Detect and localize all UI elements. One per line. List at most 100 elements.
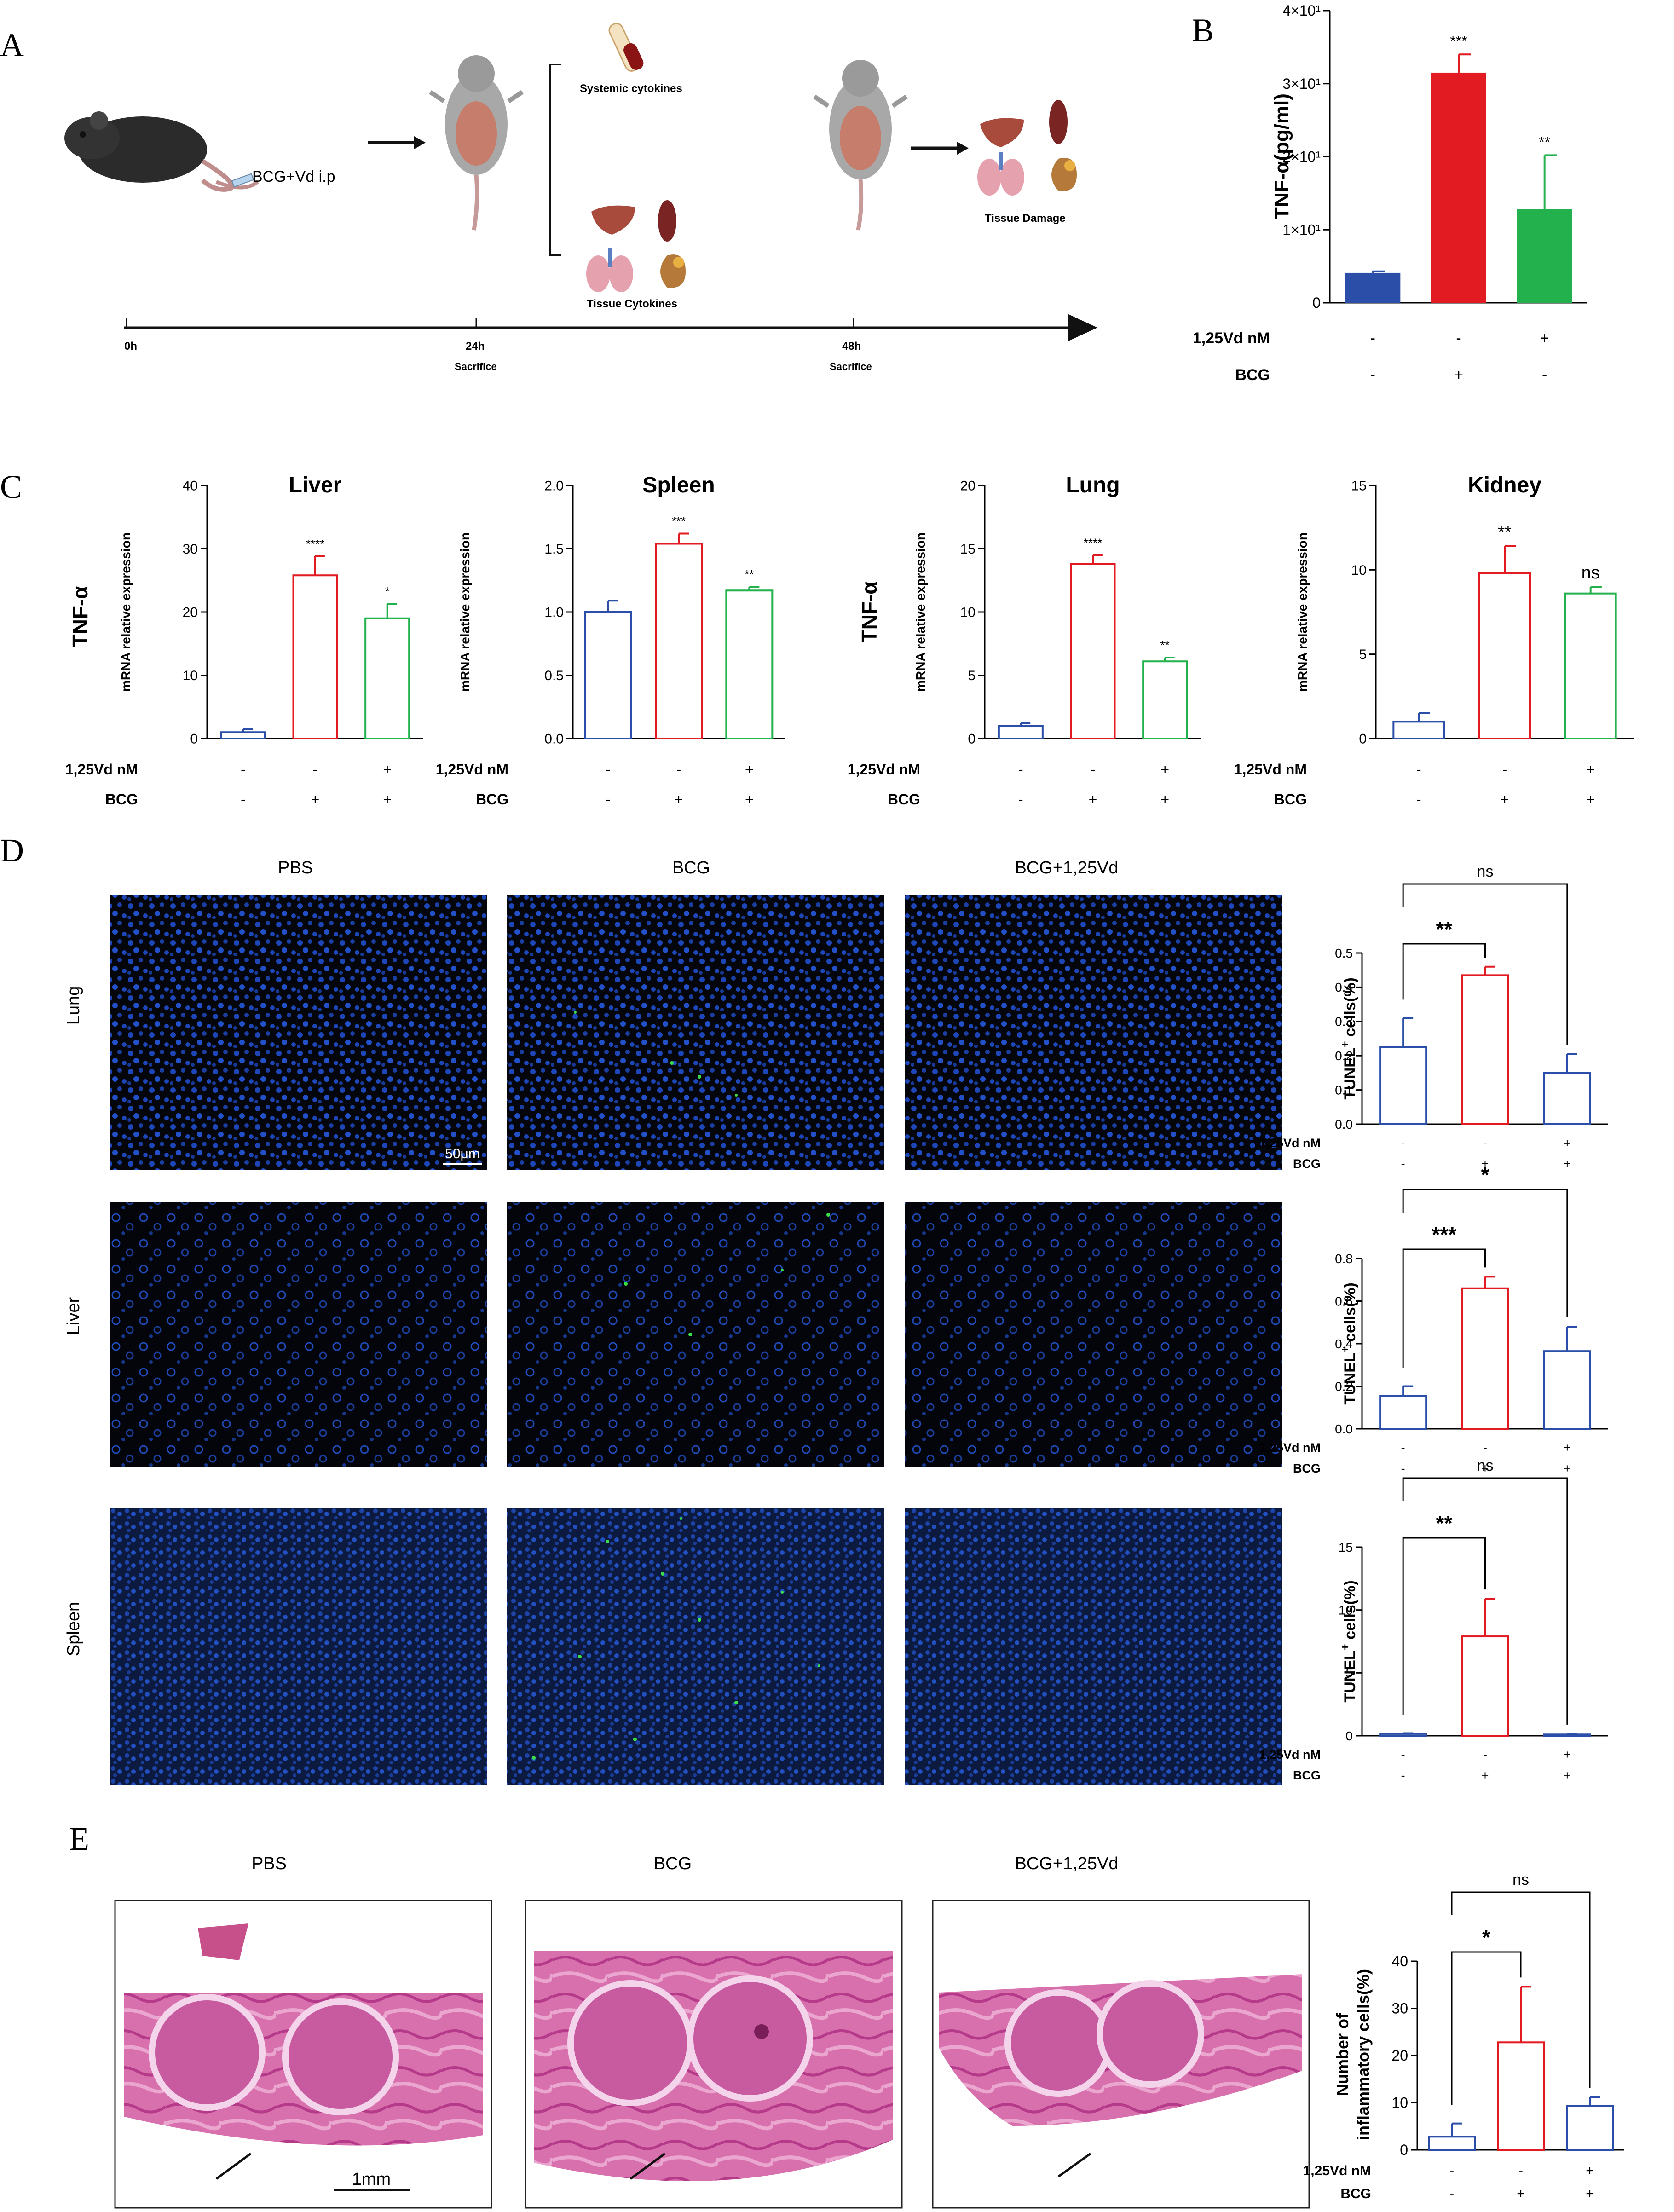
y-tick-label: 10 xyxy=(183,668,198,683)
condition-sign: + xyxy=(1517,2186,1525,2201)
y-tick-label: 0 xyxy=(1400,2142,1408,2158)
c-y-axis-label: mRNA relative expression xyxy=(913,532,928,692)
condition-row-label: BCG xyxy=(105,791,138,808)
bar xyxy=(364,617,410,739)
condition-sign: - xyxy=(1483,1748,1487,1762)
bar xyxy=(1379,1395,1427,1430)
condition-sign: - xyxy=(241,761,246,778)
y-tick-label: 0.5 xyxy=(544,668,564,683)
condition-row-label: BCG xyxy=(1235,366,1270,384)
condition-sign: + xyxy=(1586,2186,1594,2201)
bar xyxy=(1497,2041,1545,2151)
significance-bracket xyxy=(1451,1891,1591,2088)
condition-row-label: BCG xyxy=(1293,1461,1321,1475)
bracket-label: ** xyxy=(1436,917,1452,941)
condition-sign: - xyxy=(1091,761,1096,778)
chart-d-spleen: 0 5 10 15 ** ns 1,25Vd nM - - + BCG - + + TUNEL+ cells… xyxy=(1259,1457,1608,1782)
dissected-mouse-icon xyxy=(813,60,908,231)
bar xyxy=(1543,1350,1591,1430)
d-col-bcg-vd: BCG+1,25Vd xyxy=(1015,858,1119,878)
bar xyxy=(292,574,338,739)
d-y-axis-label: TUNEL+ cells(%) xyxy=(1339,1580,1359,1702)
micrograph-spleen-bcg xyxy=(507,1508,884,1785)
condition-sign: + xyxy=(1564,1768,1571,1782)
significance-label: ** xyxy=(1498,523,1512,542)
bar xyxy=(1478,572,1531,739)
chart-d-lung: 0.0 0.1 0.2 0.3 0.4 0.5 ** ns 1,25Vd nM - - + BCG - + +… xyxy=(1259,863,1608,1171)
e-col-bcg-vd: BCG+1,25Vd xyxy=(1015,1854,1119,1873)
micrograph-spleen-bcg-vd xyxy=(905,1508,1282,1785)
bar xyxy=(1070,563,1116,739)
bar xyxy=(1517,209,1572,303)
he-image-grid: 1mm xyxy=(114,1900,1310,2209)
condition-sign: - xyxy=(1018,761,1023,778)
condition-sign: + xyxy=(1564,1136,1571,1150)
chart-title: Lung xyxy=(1066,473,1120,497)
e-y-axis-label-line1: Number of xyxy=(1333,2013,1352,2096)
condition-sign: + xyxy=(745,761,754,778)
significance-bracket xyxy=(1402,1537,1486,1715)
y-tick-label: 0.4 xyxy=(1335,1337,1353,1351)
bracket-label: *** xyxy=(1432,1223,1456,1247)
condition-row-label: BCG xyxy=(1293,1157,1321,1171)
bar xyxy=(725,589,774,739)
y-tick-label: 15 xyxy=(960,542,976,557)
condition-sign: - xyxy=(1542,366,1547,384)
condition-sign: + xyxy=(1564,1748,1571,1762)
y-tick-label: 0 xyxy=(190,732,198,747)
micrograph-lung-pbs xyxy=(110,895,487,1170)
bracket xyxy=(549,64,561,256)
c-y-axis-label: mRNA relative expression xyxy=(119,532,133,692)
blood-tube-icon xyxy=(608,23,644,72)
condition-row-label: 1,25Vd nM xyxy=(436,761,508,778)
condition-sign: - xyxy=(1449,2163,1454,2178)
dissected-mouse-icon xyxy=(429,55,524,231)
spleen-icon xyxy=(1049,100,1068,144)
significance-label: **** xyxy=(306,537,324,551)
condition-sign: + xyxy=(1586,791,1595,808)
he-image-pbs: 1mm xyxy=(114,1900,492,2209)
significance-label: ** xyxy=(745,567,754,581)
chart-title: Liver xyxy=(289,473,342,497)
panel-letter-e: E xyxy=(69,1820,89,1857)
condition-sign: - xyxy=(1370,329,1375,347)
condition-sign: - xyxy=(1456,329,1461,347)
e-col-pbs: PBS xyxy=(252,1854,287,1873)
condition-sign: - xyxy=(1401,1768,1405,1782)
condition-sign: + xyxy=(383,791,392,808)
bracket-label: ns xyxy=(1477,863,1494,880)
significance-label: ** xyxy=(1160,638,1170,652)
condition-sign: - xyxy=(1483,1441,1487,1455)
condition-row-label: BCG xyxy=(1340,2186,1371,2201)
significance-label: *** xyxy=(672,514,686,528)
condition-row-label: BCG xyxy=(1293,1768,1321,1782)
timeline-arrow-icon xyxy=(1068,314,1097,341)
bar xyxy=(1566,2105,1614,2151)
micrograph-liver-bcg xyxy=(507,1202,884,1467)
y-tick-label: 1.0 xyxy=(544,605,564,620)
significance-bracket xyxy=(1402,1189,1568,1317)
tunel-positive-specks xyxy=(532,1011,830,1760)
condition-sign: + xyxy=(383,761,392,778)
bar xyxy=(220,731,266,739)
y-tick-label: 40 xyxy=(183,479,198,494)
bar xyxy=(1461,1287,1509,1430)
condition-sign: - xyxy=(1483,1136,1487,1150)
bar xyxy=(1392,721,1445,740)
significance-bracket xyxy=(1402,943,1486,1000)
timeline-48h: 48h xyxy=(842,340,861,352)
condition-sign: + xyxy=(1482,1461,1489,1475)
y-tick-label: 0.5 xyxy=(1335,946,1353,960)
condition-sign: + xyxy=(1482,1768,1489,1782)
condition-row-label: 1,25Vd nM xyxy=(1234,761,1307,778)
bar xyxy=(1142,660,1188,739)
bar xyxy=(1543,1072,1591,1125)
significance-bracket xyxy=(1402,1248,1486,1368)
significance-label: ns xyxy=(1582,563,1600,583)
bar xyxy=(584,611,632,739)
y-tick-label: 10 xyxy=(960,605,976,620)
e-col-bcg: BCG xyxy=(654,1854,692,1873)
chart-title: Spleen xyxy=(642,473,715,497)
